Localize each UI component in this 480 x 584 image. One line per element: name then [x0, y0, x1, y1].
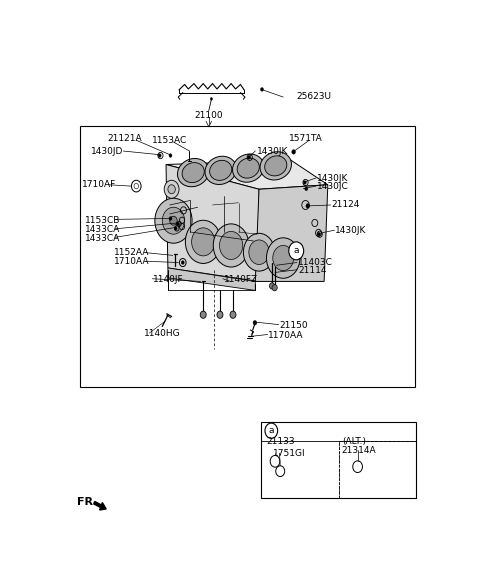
Circle shape [213, 224, 249, 267]
Text: 1751GI: 1751GI [273, 449, 305, 458]
Ellipse shape [210, 161, 232, 180]
Circle shape [248, 155, 251, 159]
Text: 1433CA: 1433CA [85, 234, 120, 243]
Circle shape [168, 185, 175, 194]
Text: 1430JK: 1430JK [257, 147, 288, 155]
Text: 21314A: 21314A [341, 446, 375, 454]
Text: 1140JF: 1140JF [153, 275, 184, 284]
Text: 21124: 21124 [332, 200, 360, 210]
Circle shape [155, 198, 192, 243]
Ellipse shape [182, 162, 204, 183]
Circle shape [302, 200, 309, 210]
Polygon shape [168, 268, 255, 290]
Circle shape [265, 423, 277, 439]
Text: 21121A: 21121A [108, 134, 143, 143]
Circle shape [273, 245, 294, 270]
Text: 1140HG: 1140HG [144, 329, 180, 338]
Text: 1170AA: 1170AA [268, 331, 304, 340]
Ellipse shape [237, 158, 259, 178]
Circle shape [200, 311, 206, 318]
Circle shape [219, 231, 243, 259]
Circle shape [266, 238, 300, 279]
Text: FR.: FR. [77, 497, 97, 507]
Circle shape [269, 283, 275, 289]
Text: 1710AA: 1710AA [114, 257, 149, 266]
Circle shape [305, 187, 308, 190]
Circle shape [272, 284, 277, 291]
Ellipse shape [205, 157, 237, 185]
Text: 1571TA: 1571TA [288, 134, 323, 143]
Circle shape [317, 232, 321, 236]
Text: 21114: 21114 [298, 266, 326, 275]
Text: 21100: 21100 [194, 110, 223, 120]
Text: a: a [268, 426, 274, 435]
Circle shape [158, 154, 161, 157]
Circle shape [169, 154, 172, 157]
Ellipse shape [178, 158, 209, 187]
Text: 1430JK: 1430JK [335, 225, 367, 235]
Circle shape [210, 98, 213, 100]
Ellipse shape [264, 156, 287, 176]
Text: 1710AF: 1710AF [83, 180, 117, 189]
Text: 1153AC: 1153AC [152, 135, 187, 145]
Text: 1140FZ: 1140FZ [224, 275, 258, 284]
Circle shape [303, 180, 306, 185]
Text: 21133: 21133 [266, 437, 295, 446]
Circle shape [170, 216, 177, 225]
Text: 25623U: 25623U [296, 92, 331, 100]
Circle shape [174, 227, 177, 230]
Circle shape [192, 228, 215, 256]
Ellipse shape [232, 154, 264, 182]
Circle shape [217, 311, 223, 318]
Circle shape [289, 242, 304, 260]
Text: 1430JK: 1430JK [317, 173, 348, 183]
Polygon shape [255, 185, 328, 281]
Circle shape [181, 260, 184, 265]
Circle shape [177, 222, 180, 225]
Circle shape [164, 180, 179, 198]
Circle shape [253, 321, 257, 325]
Circle shape [230, 311, 236, 318]
Ellipse shape [260, 152, 291, 180]
Text: 1152AA: 1152AA [114, 248, 149, 257]
Polygon shape [166, 165, 259, 281]
Circle shape [261, 88, 264, 91]
Text: a: a [293, 246, 299, 255]
Text: 1430JC: 1430JC [317, 182, 348, 190]
Circle shape [185, 220, 221, 263]
Circle shape [249, 240, 269, 265]
Text: 11403C: 11403C [298, 258, 333, 267]
Text: (ALT.): (ALT.) [343, 437, 367, 446]
Circle shape [169, 217, 172, 220]
Text: 1433CA: 1433CA [85, 225, 120, 234]
Bar [261, 422, 416, 498]
Circle shape [243, 234, 275, 271]
Polygon shape [166, 160, 328, 189]
Text: 21150: 21150 [279, 321, 308, 330]
Text: 1430JD: 1430JD [91, 147, 123, 157]
Circle shape [306, 204, 310, 208]
Bar [338, 440, 416, 498]
Text: 1153CB: 1153CB [85, 215, 120, 225]
Circle shape [315, 230, 322, 237]
Bar [81, 126, 415, 387]
FancyArrow shape [94, 502, 106, 510]
Circle shape [292, 150, 296, 154]
Circle shape [312, 220, 318, 227]
Circle shape [162, 207, 185, 234]
